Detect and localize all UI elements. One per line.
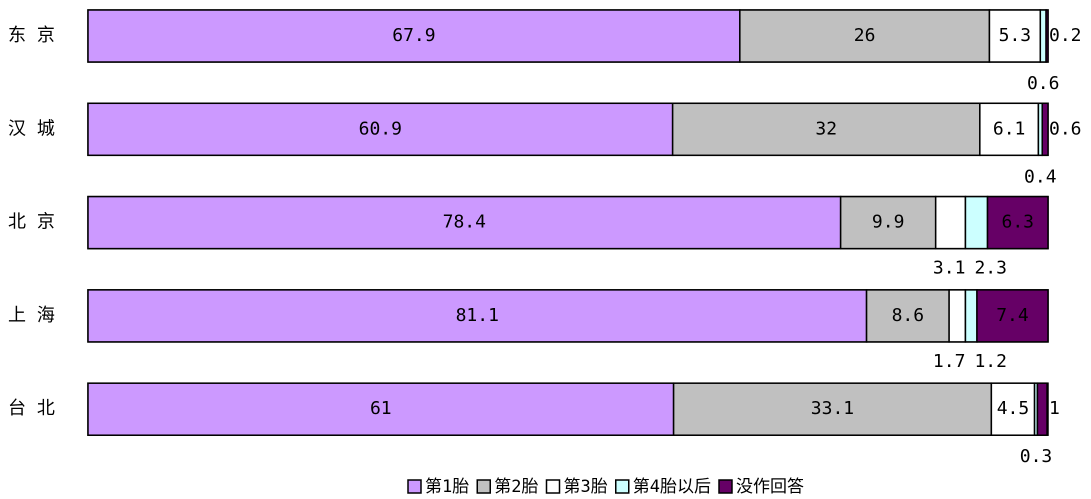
bar-segment xyxy=(87,382,675,436)
legend-swatch xyxy=(407,479,422,494)
data-label: 0.2 xyxy=(1049,25,1082,46)
data-label: 9.9 xyxy=(872,212,905,233)
data-label: 81.1 xyxy=(456,305,499,326)
bar-segment xyxy=(979,102,1040,157)
data-label: 33.1 xyxy=(811,398,854,419)
data-label: 5.3 xyxy=(999,25,1032,46)
bar-segment xyxy=(839,195,937,250)
data-label: 32 xyxy=(815,118,837,139)
legend-label: 第2胎 xyxy=(494,477,538,497)
category-label: 汉 城 xyxy=(8,118,55,139)
legend-swatch xyxy=(545,479,561,494)
category-label: 台 北 xyxy=(8,398,55,419)
category-label: 上 海 xyxy=(8,305,55,326)
data-label: 26 xyxy=(854,25,876,46)
data-label: 3.1 xyxy=(933,258,966,279)
data-label: 1.7 xyxy=(933,351,966,372)
bar-segment xyxy=(964,195,989,250)
data-label: 6.3 xyxy=(1002,212,1035,233)
data-label: 61 xyxy=(370,398,392,419)
data-label: 2.3 xyxy=(974,258,1007,279)
bar-segment xyxy=(87,9,741,63)
data-label: 0.3 xyxy=(1020,446,1053,467)
bar-segment xyxy=(934,195,967,250)
legend-swatch xyxy=(615,479,630,494)
bar-segment xyxy=(87,195,842,250)
data-label: 4.5 xyxy=(997,398,1030,419)
bar-segment xyxy=(739,9,991,63)
legend-label: 第1胎 xyxy=(425,477,469,497)
bar-segment xyxy=(865,289,950,343)
data-label: 60.9 xyxy=(359,118,402,139)
data-label: 78.4 xyxy=(443,212,486,233)
data-label: 1.2 xyxy=(974,351,1007,372)
data-label: 0.4 xyxy=(1024,166,1057,187)
bar-segment xyxy=(986,195,1049,250)
data-label: 0.6 xyxy=(1027,73,1060,94)
bar-segment xyxy=(976,289,1049,343)
bar-segment xyxy=(87,102,674,157)
bar-segment xyxy=(1036,382,1048,436)
bar-segment xyxy=(671,102,981,157)
data-label: 7.4 xyxy=(996,305,1029,326)
legend-swatch xyxy=(476,479,491,494)
data-label: 67.9 xyxy=(392,25,435,46)
legend-swatch xyxy=(718,479,733,494)
data-label: 6.1 xyxy=(993,118,1026,139)
legend-label: 没作回答 xyxy=(736,477,804,497)
bar-segment xyxy=(964,289,978,343)
category-label: 北 京 xyxy=(8,212,55,233)
legend: 第1胎 第2胎 第3胎 第4胎以后 没作回答 xyxy=(407,477,804,497)
data-label: 0.6 xyxy=(1049,118,1082,139)
bar-segment xyxy=(1045,9,1049,63)
bar-segment xyxy=(1041,102,1049,157)
category-label: 东 京 xyxy=(8,25,55,46)
legend-label: 第3胎 xyxy=(564,477,608,497)
legend-label: 第4胎以后 xyxy=(633,477,711,497)
bar-segment xyxy=(948,289,967,343)
data-label: 1 xyxy=(1049,398,1060,419)
bar-segment xyxy=(1039,9,1047,63)
data-label: 8.6 xyxy=(892,305,925,326)
